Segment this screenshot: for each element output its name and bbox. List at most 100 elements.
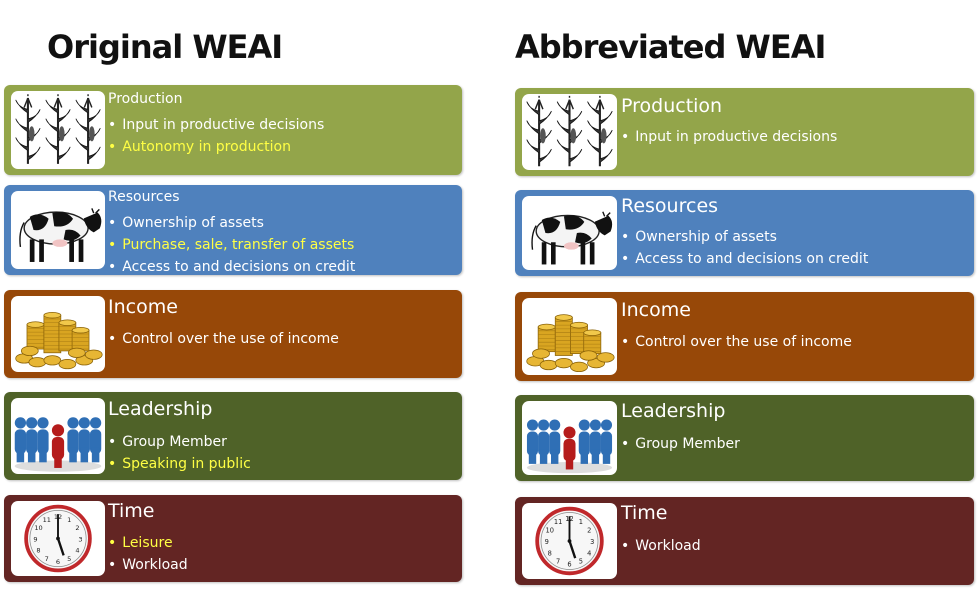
bullet-item: Input in productive decisions xyxy=(108,114,324,136)
bullet-item: Group Member xyxy=(621,433,740,455)
card-leadership: Leadership Group Member xyxy=(515,395,974,481)
card-image xyxy=(522,401,617,475)
card-image xyxy=(11,398,105,474)
card-time: 123456789101112TimeWorkload xyxy=(515,497,974,585)
bullet-list: Input in productive decisionsAutonomy in… xyxy=(108,114,324,158)
bullet-item: Control over the use of income xyxy=(621,331,852,353)
bullet-item: Access to and decisions on credit xyxy=(108,256,355,275)
cow-icon xyxy=(531,211,613,265)
svg-text:5: 5 xyxy=(67,555,71,563)
card-time: 123456789101112TimeLeisureWorkload xyxy=(4,495,462,582)
card-title: Leadership xyxy=(621,400,726,422)
card-production: Production Input in productive decisionsA… xyxy=(4,85,462,175)
card-title: Leadership xyxy=(108,398,213,420)
svg-text:5: 5 xyxy=(579,558,583,566)
card-title: Production xyxy=(621,95,723,117)
card-body: Production Input in productive decisions xyxy=(621,88,966,145)
card-body: Time LeisureWorkload xyxy=(108,495,454,573)
card-image xyxy=(522,298,617,375)
bullet-list: Input in productive decisions xyxy=(621,126,837,148)
group-icon xyxy=(14,417,102,472)
svg-text:11: 11 xyxy=(554,518,562,526)
card-title: Resources xyxy=(621,195,719,217)
card-income: Income Control over the use of income xyxy=(4,290,462,378)
svg-text:10: 10 xyxy=(34,524,42,532)
original-weai-title: Original WEAI xyxy=(47,28,283,66)
abbreviated-weai-title: Abbreviated WEAI xyxy=(515,28,826,66)
bullet-item: Group Member xyxy=(108,431,251,453)
card-title: Resources xyxy=(108,189,180,205)
group-icon xyxy=(526,419,613,474)
bullet-item: Ownership of assets xyxy=(108,212,355,234)
svg-text:9: 9 xyxy=(545,538,549,546)
svg-text:10: 10 xyxy=(546,526,554,534)
bullet-item: Autonomy in production xyxy=(108,136,324,158)
svg-text:8: 8 xyxy=(548,549,552,557)
card-body: Time Workload xyxy=(621,497,966,554)
svg-text:6: 6 xyxy=(56,558,60,566)
card-image: 123456789101112 xyxy=(11,501,105,576)
svg-text:4: 4 xyxy=(587,549,591,557)
card-title: Time xyxy=(621,502,668,524)
card-image xyxy=(11,296,105,372)
bullet-item: Purchase, sale, transfer of assets xyxy=(108,234,355,256)
svg-text:9: 9 xyxy=(33,535,37,543)
card-income: Income Control over the use of income xyxy=(515,292,974,381)
bullet-item: Workload xyxy=(621,535,700,557)
bullet-list: Group MemberSpeaking in public xyxy=(108,431,251,475)
bullet-list: Control over the use of income xyxy=(621,331,852,353)
svg-text:3: 3 xyxy=(590,538,594,546)
clock-icon: 123456789101112 xyxy=(24,504,92,573)
coins-icon xyxy=(526,314,615,373)
svg-text:1: 1 xyxy=(579,518,583,526)
bullet-item: Workload xyxy=(108,554,187,576)
svg-text:7: 7 xyxy=(556,558,560,566)
bullet-item: Speaking in public xyxy=(108,453,251,475)
svg-text:3: 3 xyxy=(78,535,82,543)
card-resources: Resources Ownership of assetsPurchase, sa… xyxy=(4,185,462,275)
card-title: Time xyxy=(108,500,155,522)
bullet-item: Control over the use of income xyxy=(108,328,339,350)
card-leadership: Leadership Group MemberSpeaking in public xyxy=(4,392,462,480)
card-production: Production Input in productive decisions xyxy=(515,88,974,176)
bullet-list: LeisureWorkload xyxy=(108,532,188,576)
svg-text:8: 8 xyxy=(36,547,40,555)
bullet-item: Access to and decisions on credit xyxy=(621,248,868,270)
bullet-list: Workload xyxy=(621,535,700,557)
card-title: Production xyxy=(108,91,183,107)
bullet-item: Ownership of assets xyxy=(621,226,868,248)
card-image xyxy=(11,91,105,169)
coins-icon xyxy=(15,312,103,370)
bullet-item: Leisure xyxy=(108,532,188,554)
bullet-list: Control over the use of income xyxy=(108,328,339,350)
card-title: Income xyxy=(621,299,691,321)
card-image xyxy=(522,196,617,270)
bullet-list: Group Member xyxy=(621,433,740,455)
card-body: Leadership Group MemberSpeaking in public xyxy=(108,392,454,472)
card-title: Income xyxy=(108,296,178,318)
svg-text:7: 7 xyxy=(45,555,49,563)
bullet-item: Input in productive decisions xyxy=(621,126,837,148)
card-body: Income Control over the use of income xyxy=(621,292,966,350)
bullet-list: Ownership of assetsAccess to and decisio… xyxy=(621,226,868,270)
card-body: Resources Ownership of assetsPurchase, sa… xyxy=(108,185,454,275)
card-body: Leadership Group Member xyxy=(621,395,966,452)
card-body: Income Control over the use of income xyxy=(108,290,454,347)
card-image xyxy=(11,191,105,269)
svg-text:6: 6 xyxy=(567,561,571,569)
clock-icon: 123456789101112 xyxy=(535,506,604,576)
svg-text:2: 2 xyxy=(587,526,591,534)
card-body: Production Input in productive decisionsA… xyxy=(108,85,454,155)
svg-text:4: 4 xyxy=(75,547,79,555)
svg-text:11: 11 xyxy=(43,516,51,524)
card-body: Resources Ownership of assetsAccess to an… xyxy=(621,190,966,267)
bullet-list: Ownership of assetsPurchase, sale, trans… xyxy=(108,212,355,275)
card-image xyxy=(522,94,617,170)
card-resources: Resources Ownership of assetsAccess to an… xyxy=(515,190,974,276)
cow-icon xyxy=(19,208,102,262)
corn-icon xyxy=(15,94,101,164)
svg-text:1: 1 xyxy=(67,516,71,524)
card-image: 123456789101112 xyxy=(522,503,617,579)
svg-text:2: 2 xyxy=(75,524,79,532)
corn-icon xyxy=(526,95,613,167)
